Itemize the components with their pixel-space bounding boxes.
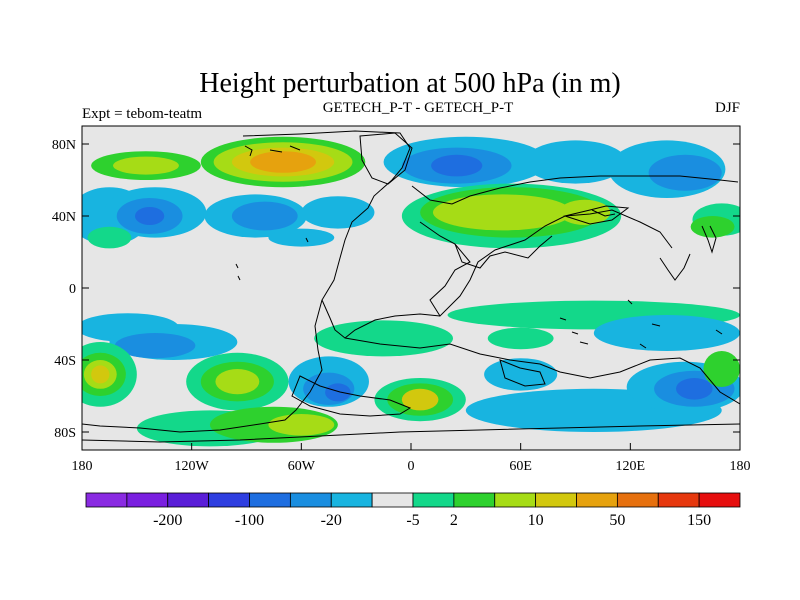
x-tick-label-4: 60E	[509, 459, 532, 474]
coastline-eurasia	[411, 175, 739, 205]
colorbar-box-7	[371, 492, 414, 508]
coastline-greenland	[359, 132, 413, 185]
colorbar-box-14	[657, 492, 700, 508]
contour-region-18	[524, 140, 627, 184]
coastline-south-island	[499, 359, 546, 387]
contour-region-29	[114, 333, 196, 359]
contour-region-32	[487, 327, 554, 350]
x-tick-label-1: 120W	[175, 459, 210, 474]
contour-region-14	[268, 228, 335, 247]
colorbar	[85, 492, 741, 508]
contour-region-30	[314, 320, 454, 357]
coastline-south-continent	[82, 299, 323, 433]
x-ticks: 180 120W 60W 0 60E 120E 180	[72, 443, 751, 474]
coastline-india-seas	[563, 205, 630, 225]
contour-region-23	[432, 194, 572, 231]
contour-region-17	[431, 154, 483, 177]
contour-region-11	[231, 201, 298, 231]
contour-region-47	[484, 358, 558, 391]
y-tick-label-1: 40N	[52, 210, 76, 225]
contour-region-54	[268, 414, 335, 436]
coastline-west-arc	[701, 225, 717, 254]
colorbar-box-5	[289, 492, 332, 508]
left-subtitle: Expt = tebom-teatm	[82, 106, 202, 122]
contour-region-40	[215, 369, 260, 395]
contour-region-12	[301, 196, 375, 229]
contour-region-13	[87, 226, 132, 249]
chart-title: Height perturbation at 500 hPa (in m)	[199, 68, 620, 99]
colorbar-label-6: 50	[609, 512, 625, 529]
coastline-islands	[235, 237, 723, 349]
map-plot	[81, 125, 741, 451]
contour-region-33	[593, 315, 740, 351]
colorbar-labels: -200 -100 -20 -5 2 10 50 150	[153, 512, 711, 529]
y-axis: 80N 40N 0 40S 80S	[52, 138, 740, 441]
colorbar-box-8	[412, 492, 455, 508]
colorbar-label-3: -5	[406, 512, 419, 529]
x-tick-label-0: 180	[72, 459, 93, 474]
colorbar-box-9	[453, 492, 496, 508]
contour-region-26	[690, 216, 735, 238]
contour-region-51	[676, 378, 713, 400]
coastline-japan-arc	[659, 253, 691, 281]
colorbar-box-4	[249, 492, 291, 508]
contour-region-46	[401, 388, 439, 411]
y-tick-label-0: 80N	[52, 138, 76, 153]
y-tick-label-4: 80S	[54, 426, 76, 441]
colorbar-box-1	[126, 492, 169, 508]
x-tick-label-5: 120E	[616, 459, 646, 474]
colorbar-box-3	[208, 492, 250, 508]
coastline-south-east	[344, 337, 740, 405]
colorbar-label-2: -20	[321, 512, 342, 529]
y-ticks: 80N 40N 0 40S 80S	[52, 138, 740, 441]
contour-region-37	[91, 365, 110, 384]
colorbar-label-4: 2	[450, 512, 458, 529]
colorbar-box-6	[330, 492, 373, 508]
colorbar-box-13	[616, 492, 659, 508]
x-tick-label-6: 180	[730, 459, 751, 474]
contour-region-5	[250, 151, 316, 173]
contour-region-20	[648, 154, 722, 191]
contour-region-9	[135, 207, 165, 225]
coastline-ne-bays	[244, 145, 616, 217]
colorbar-label-5: 10	[528, 512, 544, 529]
coastline-antarctic-margin	[82, 423, 740, 443]
field-contours	[82, 136, 740, 447]
colorbar-box-11	[535, 492, 577, 508]
center-subtitle: GETECH_P-T - GETECH_P-T	[323, 100, 514, 116]
colorbar-box-15	[698, 492, 741, 508]
colorbar-box-12	[576, 492, 618, 508]
contour-region-55	[703, 351, 740, 387]
x-tick-label-3: 0	[408, 459, 415, 474]
contour-region-43	[325, 383, 351, 402]
colorbar-box-0	[85, 492, 128, 508]
coastline-south-inner	[291, 375, 412, 417]
right-subtitle: DJF	[715, 100, 740, 116]
coastline-north-america	[242, 130, 441, 339]
colorbar-label-1: -100	[235, 512, 264, 529]
colorbar-label-7: 150	[687, 512, 711, 529]
coastlines	[82, 130, 740, 443]
colorbar-label-0: -200	[153, 512, 182, 529]
colorbar-box-2	[167, 492, 210, 508]
coastline-africa-arabia	[454, 235, 553, 269]
x-axis: 180 120W 60W 0 60E 120E 180	[72, 443, 751, 474]
contour-region-1	[113, 156, 179, 175]
colorbar-box-10	[494, 492, 537, 508]
y-tick-label-3: 40S	[54, 354, 76, 369]
y-tick-label-2: 0	[69, 282, 76, 297]
x-tick-label-2: 60W	[288, 459, 316, 474]
